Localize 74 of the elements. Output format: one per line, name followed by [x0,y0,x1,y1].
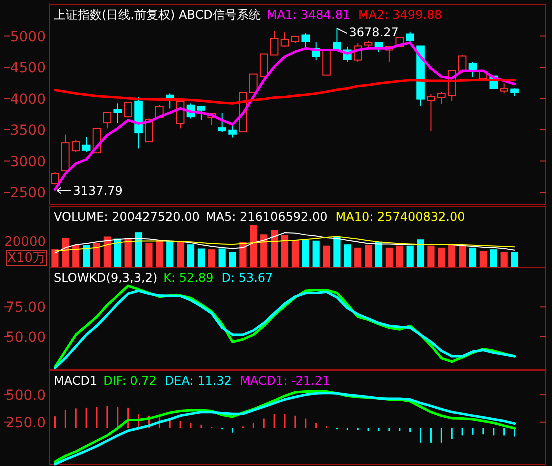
bar [72,245,80,267]
y-tick-label: 75.00 [6,300,46,316]
bar [480,251,487,267]
bar [323,246,330,267]
bar [218,248,226,267]
bar [396,246,404,267]
text: 20000 [4,235,46,250]
bar [459,246,466,267]
text: DIF: 0.72 [104,374,157,388]
annotation: MACD1: -21.21 [240,374,330,388]
bar [344,244,352,267]
bar [500,252,508,267]
bar [177,241,184,267]
annotation: 3678.27 [349,26,399,40]
bar [490,250,498,267]
text: MA1: 3484.81 [266,8,351,22]
bar [438,248,446,267]
bar [250,226,258,267]
y-tick-label: 250.0 [6,415,46,432]
bar [208,250,216,267]
bar [354,248,362,267]
bar [428,246,435,267]
y-tick-label: 50.00 [6,330,46,346]
bar [93,243,101,267]
bar [448,245,456,267]
bar [271,230,278,267]
bar [292,240,299,267]
bar [312,240,320,267]
series-label: K: 52.89 [164,271,214,285]
bar [52,250,59,267]
series-label: MA5: 216106592.00 [206,210,328,224]
y-tick-label: 500.0 [6,388,46,404]
bar [83,245,90,267]
bar [334,236,341,267]
bar [365,245,372,267]
candlestick [114,103,122,124]
bar [104,236,111,267]
bar [406,246,414,267]
bar [166,241,174,267]
chart-title: MACD1 [54,374,98,388]
series-label: D: 53.67 [222,271,274,285]
line-series [54,78,516,105]
annotation: 3137.79 [73,184,123,198]
bar [375,242,383,267]
bar [114,238,122,267]
bar [281,235,289,267]
series-label: MA10: 257400832.00 [336,210,466,224]
bar [302,240,310,267]
bar [240,242,247,267]
chart-title: SLOWKD(9,3,3,2) [54,271,158,285]
bar [62,238,70,267]
bar [198,248,205,267]
text: X10万 [8,251,46,266]
bar [229,252,236,267]
chart-title: 上证指数(日线.前复权) ABCD信号系统 [54,8,261,22]
y-tick-label: 3500 [10,123,46,139]
bar [156,240,164,267]
y-tick-label: 2500 [10,186,46,202]
y-tick-label: 4000 [10,92,46,108]
bar [146,242,153,267]
y-tick-label: 5000 [10,29,46,46]
bar [124,238,132,267]
y-tick-label: 4500 [10,60,46,76]
bar [386,248,393,267]
bar [511,252,518,267]
bar [187,244,195,267]
text: DEA: 11.32 [164,374,232,388]
text: MA2: 3499.88 [358,8,442,22]
bar [260,234,268,267]
bar [469,248,477,267]
chart-title: VOLUME: 200427520.00 [54,210,200,224]
bar [417,240,424,267]
y-tick-label: 3000 [10,154,46,170]
bar [135,232,142,267]
